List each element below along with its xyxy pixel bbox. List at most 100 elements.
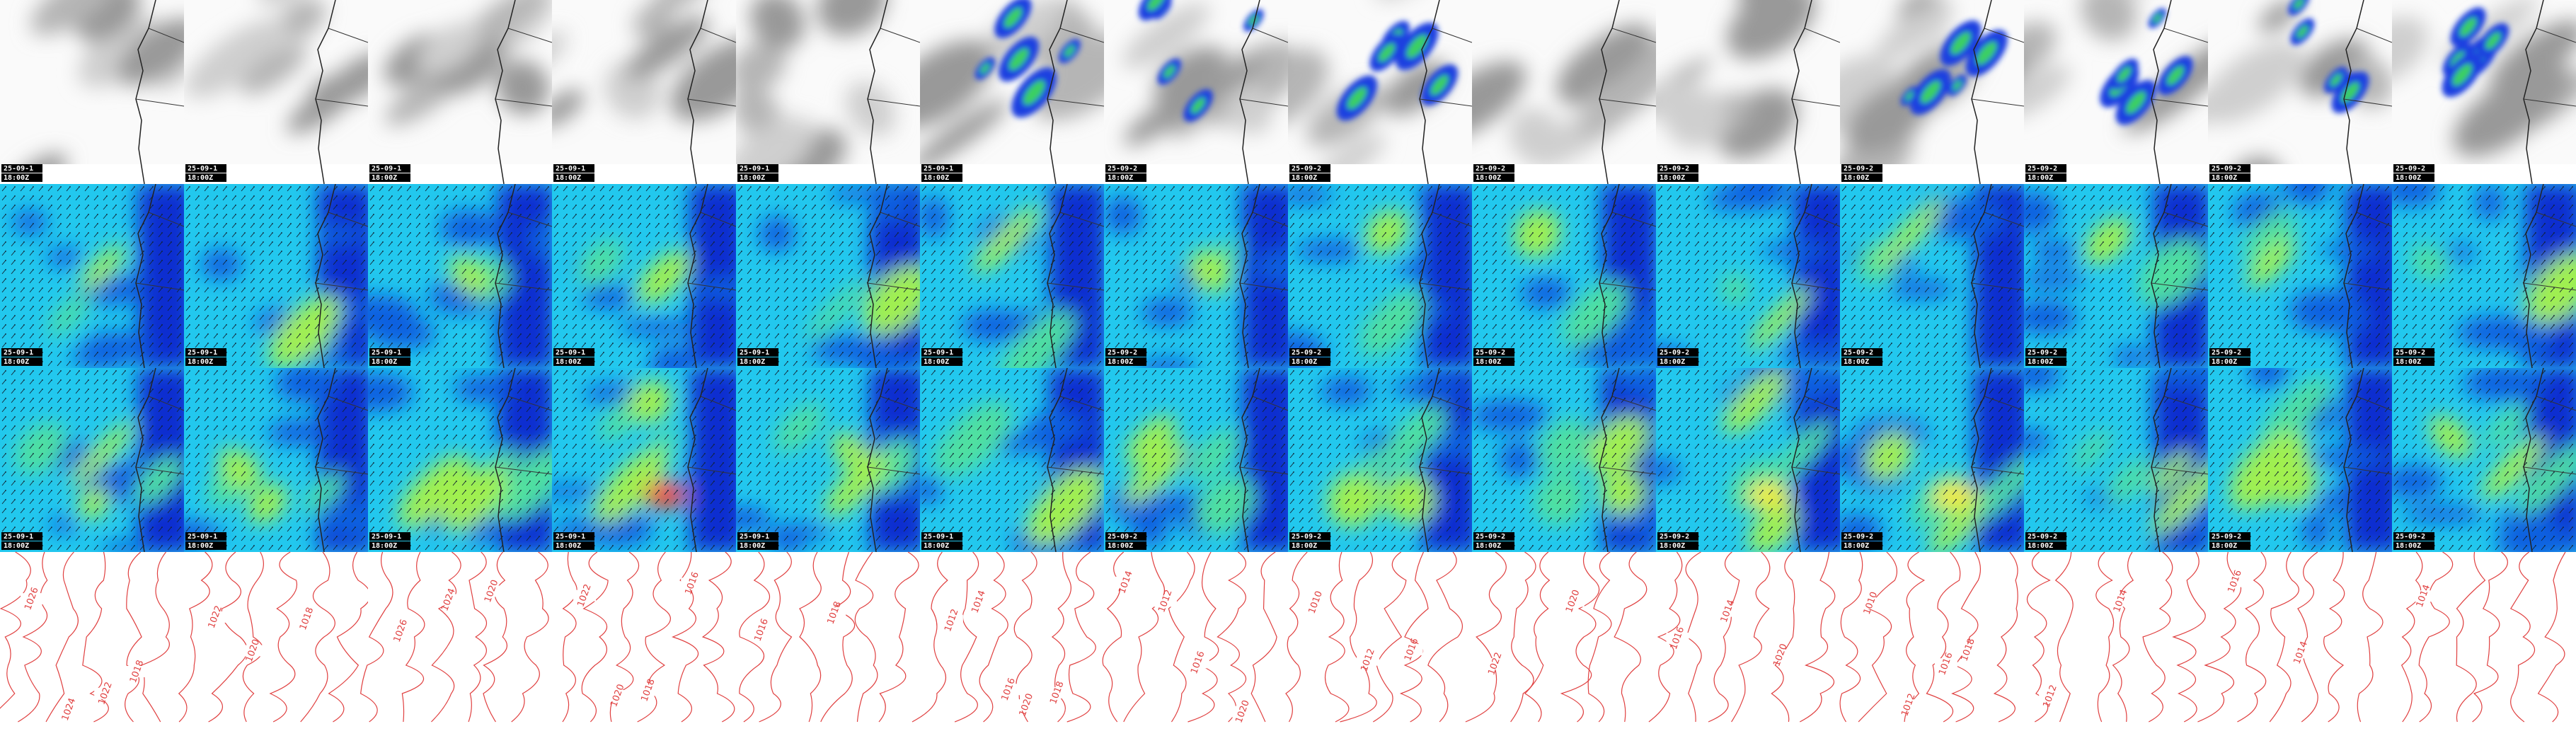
- label-box: [1, 541, 42, 550]
- map-content: [1656, 184, 1840, 368]
- label-box: [1473, 173, 1514, 182]
- coastline: [1419, 368, 1440, 552]
- wind-arrows: [552, 184, 736, 368]
- label-gap: [1934, 658, 1957, 670]
- border: [315, 212, 368, 291]
- coastline: [1791, 368, 1812, 552]
- precip-core: [1064, 45, 1075, 57]
- cloud: [1875, 1, 1954, 60]
- map-content: [184, 368, 368, 552]
- label-gap: [57, 703, 81, 715]
- time-label: 18:00Z: [4, 542, 29, 550]
- date-label: 25-09-2: [1108, 533, 1137, 541]
- map-panel: 25-09-218:00Z: [2208, 0, 2392, 184]
- date-label: 25-09-1: [372, 165, 401, 173]
- precip-core: [1905, 91, 1914, 101]
- map-content: [368, 368, 552, 552]
- label-box: [737, 173, 778, 182]
- label-box: [2025, 173, 2066, 182]
- isobar: [1771, 551, 1795, 723]
- label-box: [1, 348, 42, 357]
- precip-core: [2485, 32, 2501, 50]
- time-label: 18:00Z: [556, 542, 581, 550]
- isobar: [1250, 551, 1277, 723]
- coastline: [2523, 184, 2544, 368]
- time-label: 18:00Z: [372, 358, 397, 366]
- label-box: [369, 357, 410, 366]
- map-panel: 25-09-218:00Z: [2392, 368, 2576, 552]
- time-label: 18:00Z: [1660, 542, 1685, 550]
- border: [1047, 212, 1104, 291]
- isobar: [1926, 551, 1961, 723]
- label-box: [1105, 357, 1146, 366]
- date-label: 25-09-1: [740, 165, 769, 173]
- isobar: [1168, 551, 1195, 723]
- time-label: 18:00Z: [1292, 542, 1317, 550]
- label-box: [1473, 164, 1514, 173]
- wind-arrows: [1656, 184, 1840, 368]
- coastline: [1239, 0, 1260, 184]
- cloud: [817, 0, 887, 36]
- clouds: [185, 0, 368, 134]
- border: [495, 212, 552, 291]
- map-content: [736, 368, 920, 552]
- pressure-panel: 1014: [2392, 551, 2576, 736]
- precip-core: [2166, 66, 2184, 86]
- label-box: [1657, 173, 1698, 182]
- border: [2523, 212, 2576, 291]
- label-box: [2025, 357, 2066, 366]
- cloud: [1656, 77, 1696, 126]
- border: [315, 396, 368, 475]
- isobar: [581, 551, 609, 723]
- time-label: 18:00Z: [188, 174, 213, 182]
- border: [867, 28, 920, 107]
- label-gap: [1115, 576, 1138, 588]
- label-box: [1841, 357, 1882, 366]
- time-label: 18:00Z: [1476, 542, 1501, 550]
- time-label: 18:00Z: [2396, 174, 2421, 182]
- clouds: [1656, 0, 1816, 159]
- wind-arrows: [0, 368, 184, 552]
- wind-arrows: [2392, 368, 2576, 552]
- coastline: [867, 368, 888, 552]
- border: [2343, 212, 2392, 291]
- time-label: 18:00Z: [740, 174, 765, 182]
- wind-arrows: [1288, 368, 1472, 552]
- date-label: 25-09-1: [740, 349, 769, 357]
- cloud: [736, 42, 786, 93]
- map-content: [2392, 368, 2576, 552]
- label-gap: [1897, 699, 1920, 711]
- date-label: 25-09-2: [2212, 533, 2241, 541]
- map-panel: 25-09-218:00Z: [1472, 368, 1656, 552]
- precip-core: [2330, 73, 2342, 87]
- map-panel: 25-09-118:00Z: [184, 0, 368, 184]
- label-box: [921, 357, 962, 366]
- cloud: [240, 43, 307, 95]
- isobar: [954, 551, 979, 723]
- label-gap: [1483, 657, 1507, 669]
- border: [135, 396, 184, 475]
- border: [1419, 396, 1472, 475]
- label-gap: [2224, 575, 2247, 587]
- label-box: [2393, 541, 2434, 550]
- precip-core: [1406, 34, 1427, 59]
- cloud: [1224, 83, 1272, 134]
- label-box: [921, 541, 962, 550]
- coastline: [1599, 368, 1620, 552]
- map-panel: 25-09-118:00Z: [368, 0, 552, 184]
- isobar: [2509, 551, 2536, 723]
- isobar: [2026, 551, 2051, 723]
- time-label: 18:00Z: [1844, 174, 1869, 182]
- label-box: [737, 541, 778, 550]
- map-content: [0, 368, 184, 552]
- isobar: [2400, 551, 2423, 723]
- isobar: [1340, 551, 1377, 723]
- border: [687, 212, 736, 291]
- isobar: [979, 551, 1008, 723]
- time-label: 18:00Z: [1844, 358, 1869, 366]
